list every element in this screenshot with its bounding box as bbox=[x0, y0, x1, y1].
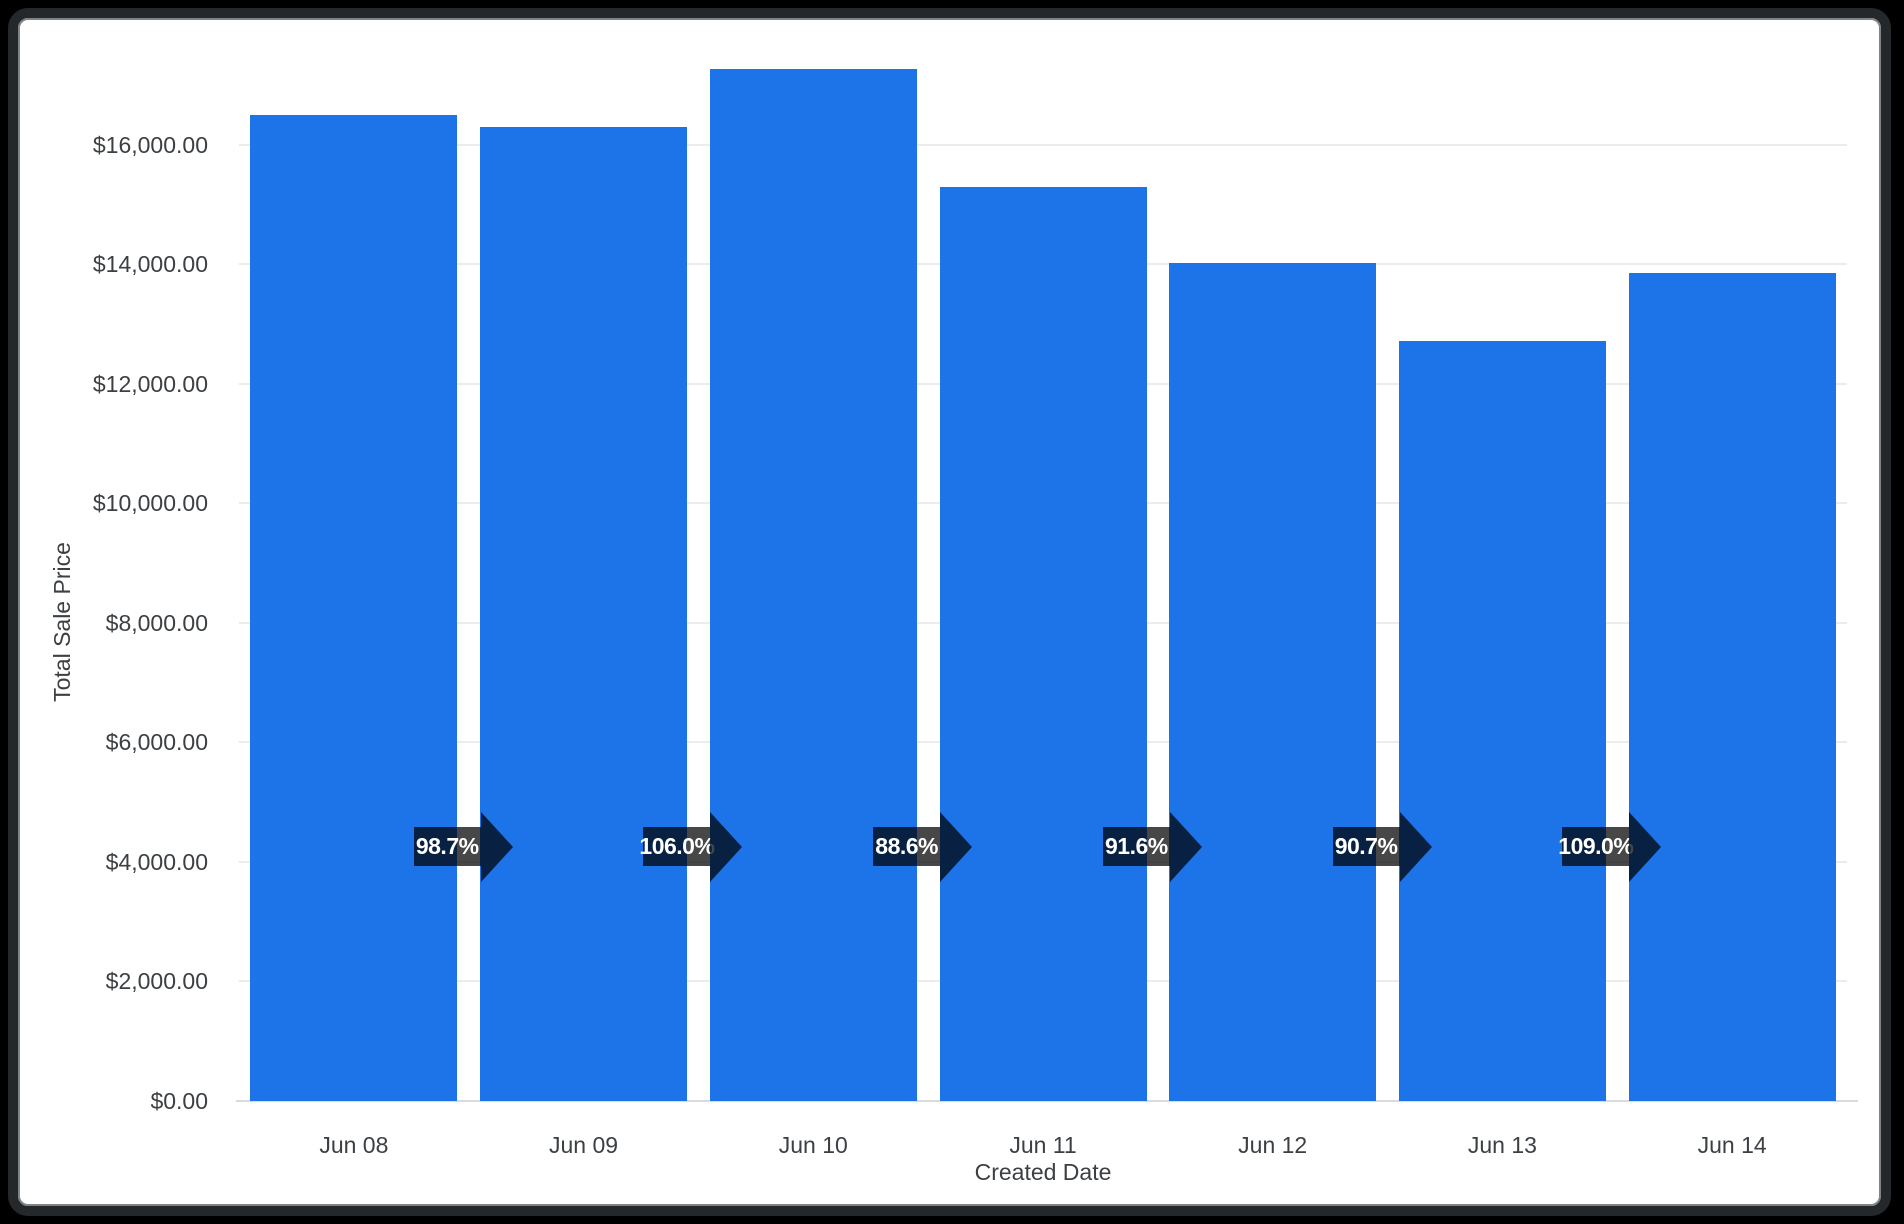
growth-arrow: 91.6% bbox=[1102, 812, 1203, 882]
arrow-right-icon bbox=[480, 812, 513, 882]
arrow-right-icon bbox=[710, 812, 743, 882]
y-tick-label: $12,000.00 bbox=[92, 370, 208, 397]
x-tick-label: Jun 08 bbox=[319, 1132, 389, 1158]
bar[interactable] bbox=[250, 114, 458, 1101]
growth-arrow: 106.0% bbox=[639, 812, 743, 882]
bar[interactable] bbox=[1628, 273, 1836, 1101]
x-axis-line bbox=[236, 1100, 1858, 1102]
bar[interactable] bbox=[1169, 263, 1377, 1101]
growth-arrow: 109.0% bbox=[1558, 812, 1662, 882]
bar[interactable] bbox=[939, 186, 1147, 1101]
growth-arrow: 90.7% bbox=[1332, 812, 1433, 882]
y-tick-label: $10,000.00 bbox=[92, 490, 208, 517]
growth-arrow: 88.6% bbox=[873, 812, 973, 882]
growth-arrow-label: 109.0% bbox=[1558, 827, 1634, 866]
arrow-right-icon bbox=[1399, 812, 1432, 882]
bar[interactable] bbox=[480, 127, 688, 1101]
growth-arrow-label: 91.6% bbox=[1102, 827, 1170, 866]
x-tick-label: Jun 13 bbox=[1467, 1132, 1537, 1158]
arrow-right-icon bbox=[1169, 812, 1202, 882]
y-tick-label: $14,000.00 bbox=[92, 251, 208, 278]
growth-arrow-label: 90.7% bbox=[1332, 827, 1400, 866]
x-axis-title: Created Date bbox=[974, 1159, 1112, 1185]
y-tick-label: $0.00 bbox=[150, 1088, 208, 1114]
x-tick-label: Jun 12 bbox=[1238, 1132, 1308, 1158]
x-tick-label: Jun 10 bbox=[778, 1132, 848, 1158]
y-tick-label: $4,000.00 bbox=[105, 848, 208, 875]
y-tick-label: $16,000.00 bbox=[92, 131, 208, 158]
y-tick-label: $6,000.00 bbox=[105, 729, 208, 756]
x-tick-label: Jun 09 bbox=[549, 1132, 619, 1158]
bar[interactable] bbox=[709, 69, 917, 1101]
growth-arrow-label: 88.6% bbox=[873, 827, 941, 866]
bar[interactable] bbox=[1398, 341, 1606, 1101]
y-axis-title: Total Sale Price bbox=[49, 542, 75, 702]
x-tick-label: Jun 14 bbox=[1697, 1132, 1767, 1158]
growth-arrow-label: 98.7% bbox=[413, 827, 481, 866]
y-tick-label: $2,000.00 bbox=[105, 968, 208, 995]
arrow-right-icon bbox=[1629, 812, 1662, 882]
gridline bbox=[239, 143, 1847, 146]
x-tick-label: Jun 11 bbox=[1009, 1132, 1077, 1158]
growth-arrow-label: 106.0% bbox=[639, 827, 715, 866]
arrow-right-icon bbox=[940, 812, 973, 882]
growth-arrow: 98.7% bbox=[413, 812, 514, 882]
y-tick-label: $8,000.00 bbox=[105, 609, 208, 636]
